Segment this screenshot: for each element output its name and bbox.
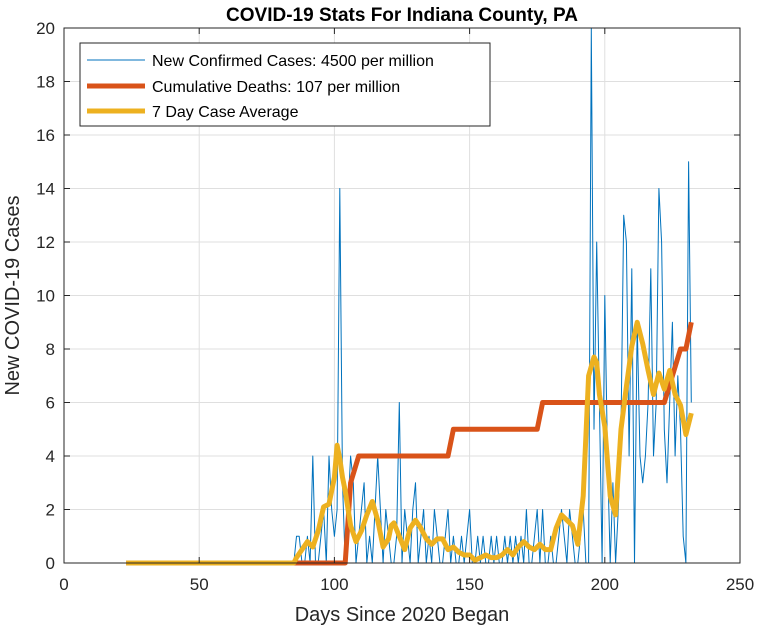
- y-tick-label: 8: [46, 340, 55, 359]
- y-tick-label: 20: [36, 19, 55, 38]
- x-axis-label: Days Since 2020 Began: [295, 604, 510, 626]
- legend-label-7-day-average: 7 Day Case Average: [152, 104, 299, 121]
- series-7-day-average: [126, 319, 694, 566]
- x-tick-label: 0: [59, 575, 68, 594]
- y-tick-label: 6: [46, 394, 55, 413]
- y-tick-label: 0: [46, 554, 55, 573]
- y-tick-label: 12: [36, 233, 55, 252]
- y-tick-label: 2: [46, 501, 55, 520]
- y-tick-label: 14: [36, 180, 55, 199]
- x-tick-labels: 0 50 100 150 200 250: [59, 575, 754, 594]
- tick-marks: [63, 27, 741, 564]
- series-new-confirmed-cases: [126, 27, 692, 564]
- y-tick-label: 18: [36, 73, 55, 92]
- y-tick-labels: 0 2 4 6 8 10 12 14 16 18 20: [36, 19, 55, 573]
- y-tick-label: 10: [36, 287, 55, 306]
- legend: New Confirmed Cases: 4500 per million Cu…: [79, 42, 491, 127]
- x-tick-label: 100: [320, 575, 348, 594]
- y-axis-label: New COVID-19 Cases: [2, 195, 24, 395]
- series-layer: [126, 27, 694, 566]
- legend-label-cumulative-deaths: Cumulative Deaths: 107 per million: [152, 79, 400, 96]
- series-cumulative-deaths: [126, 321, 694, 566]
- x-tick-label: 200: [591, 575, 619, 594]
- chart-title: COVID-19 Stats For Indiana County, PA: [226, 5, 578, 26]
- x-tick-label: 250: [726, 575, 754, 594]
- legend-label-new-cases: New Confirmed Cases: 4500 per million: [152, 53, 434, 70]
- legend-box: [79, 42, 491, 127]
- y-tick-label: 4: [46, 447, 55, 466]
- y-tick-label: 16: [36, 126, 55, 145]
- x-tick-label: 50: [190, 575, 209, 594]
- x-tick-label: 150: [455, 575, 483, 594]
